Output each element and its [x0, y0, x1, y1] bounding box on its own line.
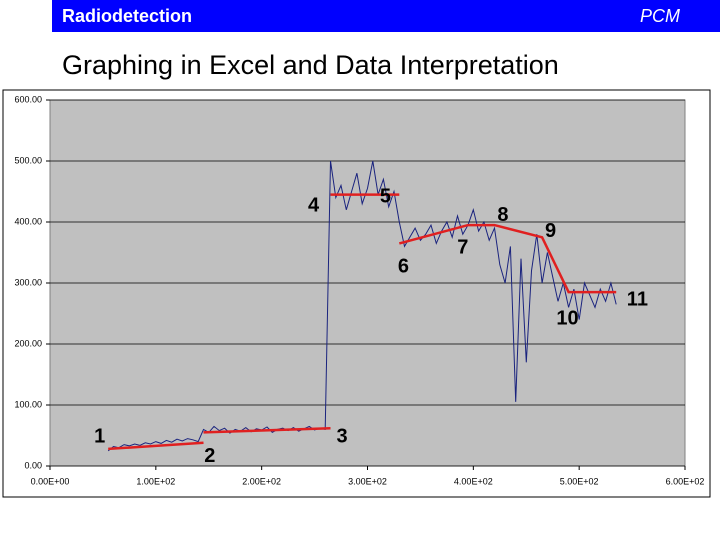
annotation: 4: [308, 194, 320, 216]
x-tick-label: 0.00E+00: [31, 476, 70, 486]
data-line: [107, 160, 617, 452]
y-tick-label: 500.00: [14, 155, 42, 165]
header-bar: Radiodetection PCM: [52, 0, 720, 32]
annotation: 6: [398, 255, 409, 277]
fit-line: [108, 193, 617, 451]
annotation: 11: [627, 288, 648, 310]
y-tick-label: 200.00: [14, 338, 42, 348]
x-tick-label: 2.00E+02: [242, 476, 281, 486]
y-tick-label: 300.00: [14, 277, 42, 287]
annotation: 5: [380, 185, 391, 207]
y-tick-label: 0.00: [24, 460, 42, 470]
annotation: 2: [204, 445, 215, 467]
y-tick-label: 600.00: [14, 94, 42, 104]
annotation: 10: [556, 307, 578, 329]
header-left: Radiodetection: [62, 6, 193, 26]
header-right: PCM: [640, 6, 680, 26]
x-tick-label: 5.00E+02: [560, 476, 599, 486]
x-tick-label: 4.00E+02: [454, 476, 493, 486]
annotation: 3: [337, 426, 348, 448]
annotation: 8: [497, 204, 508, 226]
x-tick-label: 1.00E+02: [136, 476, 175, 486]
y-tick-label: 100.00: [14, 399, 42, 409]
x-tick-label: 3.00E+02: [348, 476, 387, 486]
y-tick-label: 400.00: [14, 216, 42, 226]
annotation: 9: [545, 220, 556, 242]
annotation: 1: [94, 426, 105, 448]
slide-title: Graphing in Excel and Data Interpretatio…: [62, 50, 559, 80]
annotation: 7: [457, 237, 468, 259]
x-tick-label: 6.00E+02: [666, 476, 705, 486]
